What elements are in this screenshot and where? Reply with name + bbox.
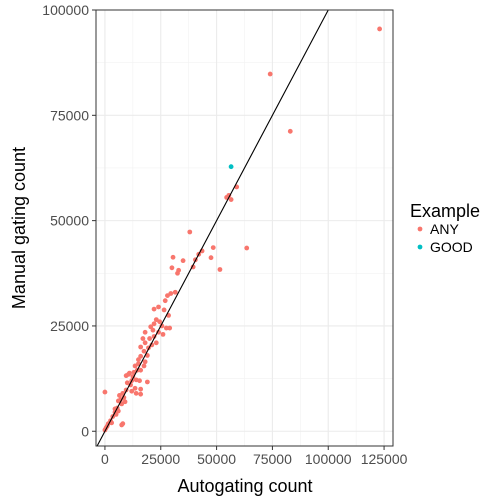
data-point-any	[150, 327, 156, 333]
data-point-any	[141, 348, 147, 354]
data-point-any	[167, 325, 173, 331]
data-point-any	[160, 331, 166, 337]
y-tick-label: 0	[81, 423, 89, 439]
data-point-any	[140, 336, 146, 341]
x-axis: 0 25000 50000 75000 100000 125000	[101, 446, 408, 467]
data-point-any	[129, 388, 135, 394]
data-point-any	[138, 386, 144, 392]
data-point-any	[117, 393, 122, 398]
data-point-any	[244, 245, 250, 251]
data-point-any	[115, 398, 121, 404]
data-point-any	[151, 306, 157, 312]
legend-label-any: ANY	[430, 221, 459, 237]
data-point-any	[138, 367, 144, 373]
data-point-any	[228, 197, 234, 202]
data-point-any	[156, 304, 161, 310]
legend-key-good	[417, 244, 423, 250]
legend-title: Example	[410, 201, 480, 221]
y-axis: 0 25000 50000 75000 100000	[42, 2, 96, 439]
data-point-any	[142, 359, 148, 365]
data-point-any	[153, 340, 159, 346]
x-tick-label: 25000	[141, 451, 180, 467]
data-point-any	[287, 128, 293, 134]
data-points	[102, 26, 383, 433]
data-point-any	[172, 289, 178, 295]
data-point-any	[170, 254, 176, 260]
data-point-any	[132, 363, 138, 369]
data-point-any	[142, 329, 148, 335]
y-tick-label: 25000	[50, 318, 89, 334]
data-point-any	[217, 267, 223, 272]
x-axis-title: Autogating count	[177, 476, 312, 496]
x-tick-label: 75000	[253, 451, 292, 467]
data-point-any	[138, 391, 144, 397]
data-point-any	[151, 321, 157, 327]
y-tick-label: 100000	[42, 2, 89, 18]
data-point-any	[138, 344, 144, 350]
data-point-any	[102, 389, 108, 395]
data-point-any	[119, 422, 125, 428]
y-axis-title: Manual gating count	[9, 147, 29, 309]
y-tick-label: 75000	[50, 107, 89, 123]
legend-label-good: GOOD	[430, 239, 473, 255]
data-point-any	[157, 319, 163, 325]
y-tick-label: 50000	[50, 213, 89, 229]
data-point-any	[187, 229, 193, 235]
data-point-any	[147, 336, 152, 341]
x-tick-label: 125000	[361, 451, 408, 467]
x-tick-label: 50000	[197, 451, 236, 467]
data-point-any	[180, 258, 186, 264]
data-point-any	[377, 26, 383, 32]
data-point-good	[228, 164, 234, 170]
data-point-any	[132, 385, 138, 391]
data-point-any	[210, 245, 216, 250]
data-point-any	[175, 270, 180, 276]
data-point-any	[133, 377, 139, 383]
x-tick-label: 100000	[305, 451, 352, 467]
x-tick-label: 0	[101, 451, 109, 467]
data-point-any	[162, 298, 168, 304]
data-point-any	[142, 340, 148, 346]
reference-line	[96, 9, 329, 447]
data-point-any	[165, 293, 170, 299]
data-point-any	[163, 325, 169, 331]
data-point-any	[169, 265, 175, 271]
legend-key-any	[417, 226, 423, 232]
data-point-any	[144, 379, 150, 385]
data-point-any	[267, 71, 273, 77]
data-point-any	[138, 353, 144, 359]
plot-border	[95, 9, 394, 447]
legend: Example ANY GOOD	[410, 201, 480, 255]
data-point-any	[141, 363, 147, 369]
data-point-any	[148, 324, 154, 330]
data-point-any	[133, 390, 139, 396]
data-point-any	[136, 357, 141, 363]
data-point-any	[123, 373, 129, 379]
identity-line	[96, 9, 329, 447]
data-point-any	[208, 255, 214, 261]
data-point-any	[161, 307, 167, 313]
